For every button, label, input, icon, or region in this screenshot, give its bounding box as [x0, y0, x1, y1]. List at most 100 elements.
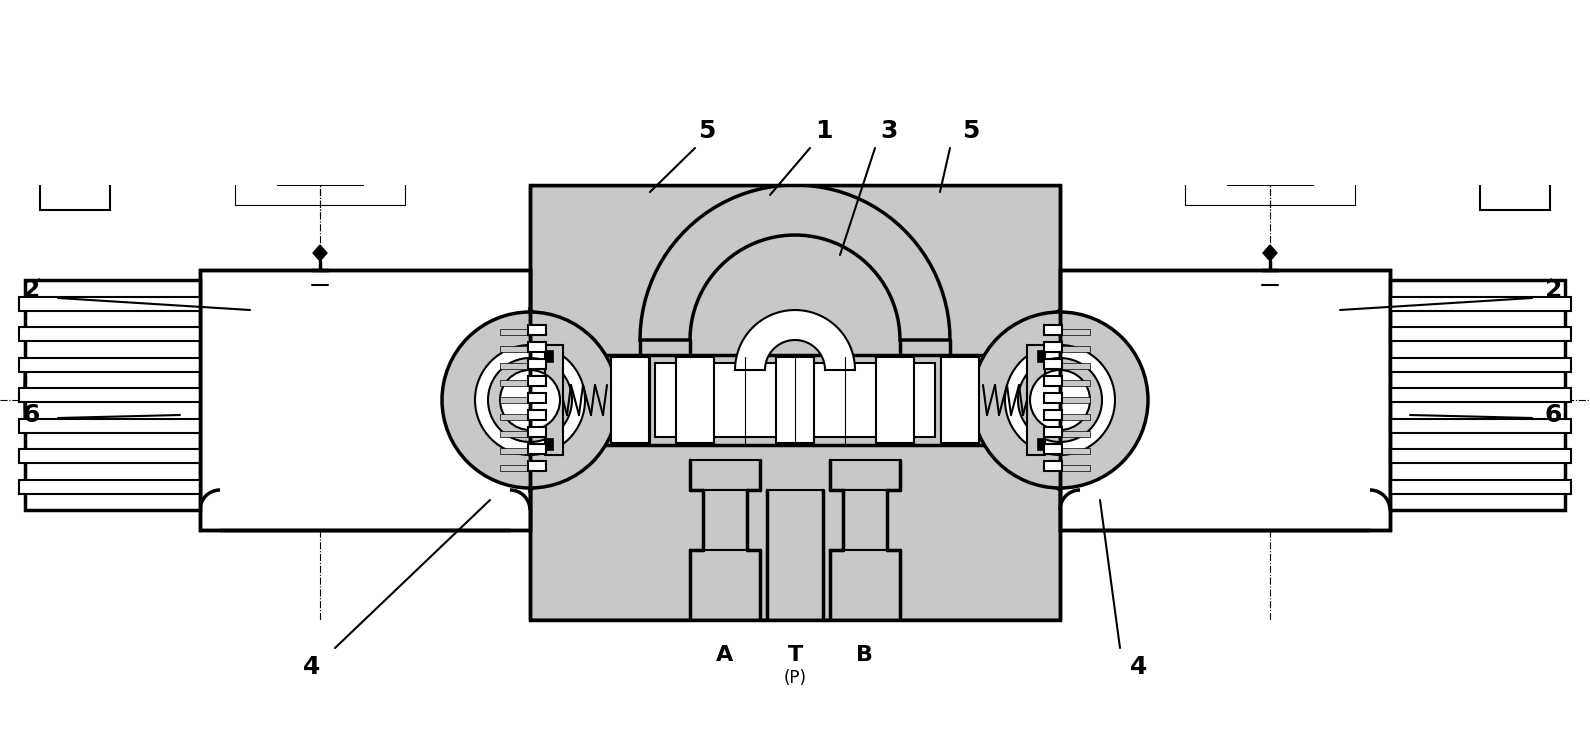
Text: 6: 6 [1545, 403, 1563, 427]
Bar [1390, 327, 1571, 341]
Bar [1480, 35, 1550, 50]
Bar [40, 170, 110, 210]
Circle shape [475, 345, 585, 455]
Polygon shape [1030, 355, 1061, 445]
Bar [1045, 427, 1062, 437]
Bar [273, 142, 367, 164]
Bar [49, 86, 100, 101]
Bar [1062, 397, 1091, 403]
Polygon shape [735, 310, 855, 370]
Bar [19, 357, 200, 372]
Bar [1493, 103, 1538, 118]
Circle shape [442, 312, 619, 488]
Bar [1488, 69, 1542, 84]
Bar [1390, 479, 1571, 493]
Bar [528, 393, 545, 403]
Bar [19, 388, 200, 402]
Bar [35, 120, 114, 150]
Bar [19, 449, 200, 463]
Text: 5: 5 [962, 119, 979, 143]
Polygon shape [641, 185, 949, 340]
Bar [499, 397, 528, 403]
Bar [269, 123, 374, 141]
Circle shape [971, 312, 1148, 488]
Bar [1062, 465, 1091, 471]
Text: T: T [787, 645, 803, 665]
Bar [1227, 165, 1313, 185]
Text: 5: 5 [698, 119, 716, 143]
Bar [278, 165, 363, 185]
Bar [1220, 83, 1320, 101]
Bar [1485, 52, 1545, 67]
Bar [25, 280, 200, 510]
Bar [1045, 342, 1062, 352]
Bar [1490, 86, 1541, 101]
Bar [830, 460, 900, 490]
Circle shape [488, 358, 572, 442]
Bar [528, 410, 545, 420]
Bar [690, 550, 760, 620]
Bar [1037, 350, 1045, 362]
Bar [1390, 449, 1571, 463]
Bar [19, 296, 200, 311]
Polygon shape [313, 245, 328, 261]
Bar [1062, 363, 1091, 369]
Text: (P): (P) [784, 669, 806, 687]
Bar [843, 490, 887, 550]
Bar [19, 418, 200, 432]
Polygon shape [1262, 245, 1277, 261]
Text: 6: 6 [22, 403, 40, 427]
Circle shape [1030, 370, 1091, 430]
Bar [1062, 448, 1091, 454]
Bar [545, 345, 563, 455]
Bar [19, 327, 200, 341]
Bar [60, 150, 91, 170]
Bar [528, 325, 545, 335]
Bar [254, 20, 385, 42]
Bar [1223, 142, 1318, 164]
Bar [703, 490, 747, 550]
Bar [1390, 388, 1571, 402]
Bar [200, 270, 529, 530]
Bar [545, 350, 553, 362]
Bar [19, 479, 200, 493]
Text: 2: 2 [1545, 278, 1563, 302]
Bar [1390, 296, 1571, 311]
Polygon shape [1030, 310, 1061, 490]
Bar [1062, 346, 1091, 352]
Bar [1045, 461, 1062, 471]
Bar [1061, 270, 1390, 530]
Polygon shape [529, 310, 560, 490]
Bar [766, 490, 824, 620]
Bar [560, 355, 1030, 445]
Bar [1210, 62, 1329, 82]
Bar [1061, 270, 1390, 530]
Bar [52, 103, 99, 118]
Bar [676, 357, 714, 443]
Circle shape [499, 370, 560, 430]
Bar [528, 444, 545, 454]
Bar [262, 102, 378, 122]
Bar [1045, 359, 1062, 369]
Bar [1062, 414, 1091, 420]
Bar [941, 357, 979, 443]
Bar [499, 448, 528, 454]
Bar [1205, 20, 1336, 42]
Bar [0, 0, 1590, 185]
Text: 3: 3 [879, 119, 897, 143]
Bar [1185, 15, 1355, 205]
Bar [1213, 102, 1328, 122]
Circle shape [1018, 358, 1102, 442]
Bar [266, 43, 375, 61]
Bar [499, 363, 528, 369]
Bar [690, 460, 760, 490]
Bar [1045, 376, 1062, 386]
Bar [528, 359, 545, 369]
Bar [1062, 380, 1091, 386]
Bar [830, 550, 900, 620]
Bar [261, 62, 380, 82]
Text: A: A [312, 125, 329, 145]
Bar [1390, 418, 1571, 432]
Text: A: A [717, 645, 733, 665]
Bar [1499, 150, 1530, 170]
